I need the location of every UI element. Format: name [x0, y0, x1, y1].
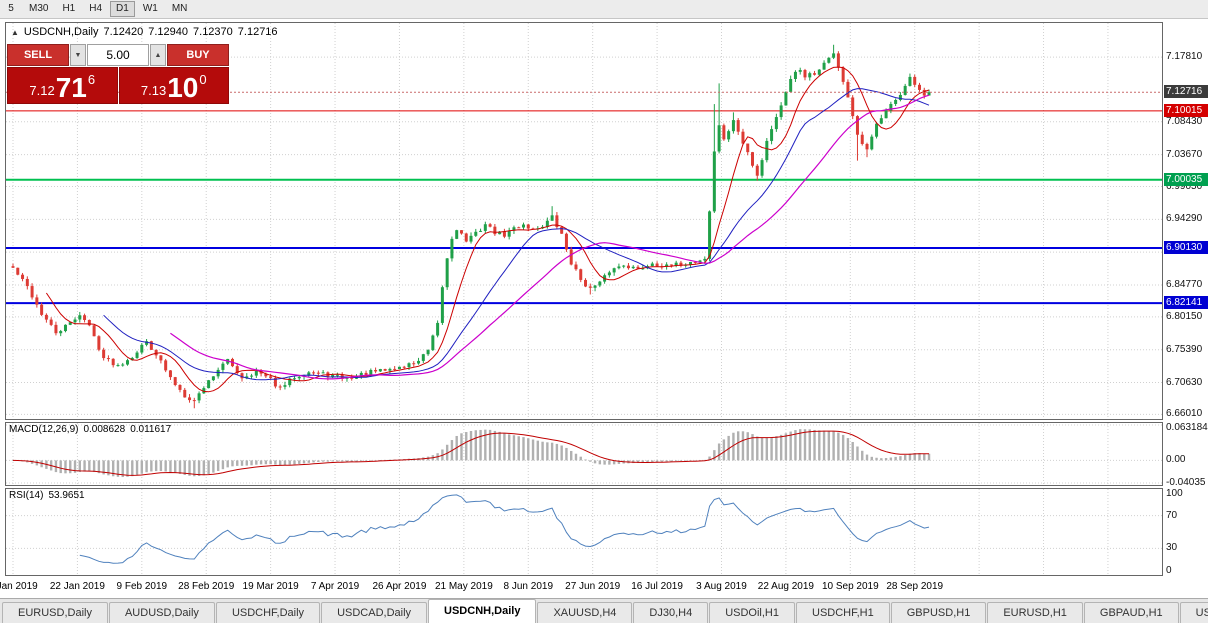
- buy-button[interactable]: BUY: [167, 44, 229, 66]
- sell-price-display[interactable]: 7.12 71 6: [7, 67, 118, 104]
- date-axis[interactable]: 3 Jan 2019 22 Jan 2019 9 Feb 2019 28 Feb 20…: [0, 576, 1208, 596]
- price-line-badge: 7.10015: [1164, 103, 1208, 117]
- price-axis-label: 6.99050: [1166, 180, 1203, 192]
- rsi-axis-label: 70: [1166, 509, 1178, 521]
- price-axis-label: 6.75390: [1166, 343, 1203, 355]
- date-axis-label: 19 Mar 2019: [242, 581, 299, 592]
- timeframe-button-h1[interactable]: H1: [56, 1, 82, 17]
- tab-gbpaud-h1[interactable]: GBPAUD,H1: [1083, 602, 1179, 623]
- date-axis-label: 21 May 2019: [434, 581, 493, 592]
- date-axis-label: 16 Jul 2019: [631, 581, 683, 592]
- tab-usdcad-daily[interactable]: USDCAD,Daily: [321, 602, 428, 623]
- ohlc-low: 7.12370: [193, 26, 233, 38]
- buy-price-large: 10: [167, 72, 199, 103]
- tab-usdcnh-daily[interactable]: USDCNH,Daily: [428, 599, 537, 623]
- rsi-axis-label: 100: [1166, 488, 1183, 499]
- up-arrow-icon: ▲: [154, 51, 162, 59]
- tab-usdchf-daily[interactable]: USDCHF,Daily: [215, 602, 321, 623]
- macd-pane[interactable]: MACD(12,26,9) 0.008628 0.011617: [5, 422, 1163, 486]
- date-axis-label: 22 Jan 2019: [49, 581, 105, 592]
- price-line-badge: 7.12716: [1164, 85, 1208, 99]
- rsi-axis[interactable]: 100 70 30 0: [1164, 488, 1208, 576]
- date-axis-label: 22 Aug 2019: [757, 581, 814, 592]
- price-axis-label: 6.70630: [1166, 376, 1203, 388]
- date-axis-label: 8 Jun 2019: [503, 581, 554, 592]
- macd-axis[interactable]: 0.063184 0.00 -0.04035: [1164, 422, 1208, 488]
- price-axis-label: 7.08430: [1166, 115, 1203, 127]
- timeframe-button-mn[interactable]: MN: [165, 1, 194, 17]
- date-axis-label: 9 Feb 2019: [116, 581, 168, 592]
- price-axis-label: 6.84770: [1166, 279, 1203, 290]
- macd-value-signal: 0.011617: [130, 424, 172, 435]
- down-arrow-icon: ▼: [74, 51, 82, 59]
- chart-tab-bar: EURUSD,Daily AUDUSD,Daily USDCHF,Daily USDC…: [0, 598, 1208, 623]
- price-axis-label: 7.03670: [1166, 148, 1203, 160]
- tab-usdjp[interactable]: USDJP: [1179, 602, 1208, 623]
- ohlc-high: 7.12940: [148, 26, 189, 38]
- rsi-axis-label: 0: [1166, 565, 1172, 576]
- timeframe-button-5[interactable]: 5: [1, 1, 21, 17]
- rsi-name: RSI(14): [9, 490, 44, 501]
- macd-axis-label: -0.04035: [1166, 477, 1206, 488]
- price-axis-label: 6.94290: [1166, 213, 1203, 225]
- tab-xauusd-h4[interactable]: XAUUSD,H4: [537, 602, 633, 623]
- date-axis-label: 28 Sep 2019: [886, 581, 944, 592]
- timeframe-button-h4[interactable]: H4: [83, 1, 109, 17]
- timeframe-toolbar: 5 M30 H1 H4 D1 W1 MN: [0, 0, 1208, 19]
- tab-usdchf-h1[interactable]: USDCHF,H1: [796, 602, 890, 623]
- tab-eurusd-h1[interactable]: EURUSD,H1: [987, 602, 1083, 623]
- price-axis[interactable]: 7.178107.084307.036706.990506.942906.895…: [1164, 22, 1208, 420]
- macd-name: MACD(12,26,9): [9, 424, 79, 435]
- price-line-badge: 6.90130: [1164, 241, 1208, 255]
- ohlc-open: 7.12420: [103, 26, 144, 38]
- one-click-collapse-icon[interactable]: ▲: [11, 27, 19, 37]
- chart-title: ▲ USDCNH,Daily 7.12420 7.12940 7.12370 7…: [11, 26, 278, 38]
- volume-input[interactable]: [87, 44, 149, 66]
- main-chart-pane[interactable]: ▲ USDCNH,Daily 7.12420 7.12940 7.12370 7…: [5, 22, 1163, 420]
- timeframe-button-d1[interactable]: D1: [110, 1, 135, 17]
- price-axis-label: 6.80150: [1166, 310, 1203, 322]
- sell-price-large: 71: [55, 72, 87, 103]
- tab-dj30-h4[interactable]: DJ30,H4: [633, 602, 709, 623]
- price-line-badge: 7.00035: [1164, 172, 1208, 186]
- rsi-value: 53.9651: [48, 490, 85, 501]
- chart-area: ▲ USDCNH,Daily 7.12420 7.12940 7.12370 7…: [0, 19, 1208, 598]
- volume-decrease-button[interactable]: ▼: [70, 44, 86, 66]
- date-axis-label: 3 Aug 2019: [696, 581, 747, 592]
- one-click-trading-panel: SELL ▼ ▲ BUY 7.12 71 6 7.13 10 0: [7, 44, 229, 104]
- rsi-pane[interactable]: RSI(14) 53.9651: [5, 488, 1163, 576]
- buy-price-sup: 0: [199, 72, 207, 87]
- date-axis-label: 10 Sep 2019: [821, 581, 879, 592]
- rsi-svg[interactable]: [5, 488, 1163, 576]
- sell-button[interactable]: SELL: [7, 44, 69, 66]
- ohlc-close: 7.12716: [237, 26, 278, 38]
- date-axis-label: 27 Jun 2019: [565, 581, 621, 592]
- tab-audusd-daily[interactable]: AUDUSD,Daily: [108, 602, 215, 623]
- buy-price-small: 7.13: [140, 83, 167, 98]
- sell-price-sup: 6: [87, 72, 96, 87]
- macd-axis-label: 0.063184: [1166, 422, 1208, 433]
- tab-eurusd-daily[interactable]: EURUSD,Daily: [2, 602, 108, 623]
- timeframe-button-w1[interactable]: W1: [136, 1, 164, 17]
- macd-svg[interactable]: [5, 422, 1163, 486]
- rsi-label: RSI(14) 53.9651: [9, 490, 85, 501]
- volume-increase-button[interactable]: ▲: [150, 44, 166, 66]
- date-axis-label: 3 Jan 2019: [0, 581, 38, 592]
- sell-price-small: 7.12: [29, 83, 55, 98]
- date-axis-label: 28 Feb 2019: [178, 581, 235, 592]
- rsi-axis-label: 30: [1166, 542, 1178, 554]
- buy-price-display[interactable]: 7.13 10 0: [118, 67, 229, 104]
- price-axis-label: 6.66010: [1166, 408, 1203, 420]
- macd-value-main: 0.008628: [83, 424, 126, 435]
- tab-gbpusd-h1[interactable]: GBPUSD,H1: [890, 602, 987, 623]
- price-axis-label: 7.17810: [1166, 51, 1203, 63]
- date-axis-label: 26 Apr 2019: [372, 581, 427, 592]
- timeframe-button-m30[interactable]: M30: [23, 1, 55, 17]
- tab-usdoil-h1[interactable]: USDOil,H1: [709, 602, 795, 623]
- macd-label: MACD(12,26,9) 0.008628 0.011617: [9, 424, 171, 435]
- macd-axis-label: 0.00: [1166, 454, 1186, 466]
- price-line-badge: 6.82141: [1164, 296, 1208, 310]
- date-axis-label: 7 Apr 2019: [310, 581, 360, 592]
- symbol-period-label: USDCNH,Daily: [23, 26, 99, 38]
